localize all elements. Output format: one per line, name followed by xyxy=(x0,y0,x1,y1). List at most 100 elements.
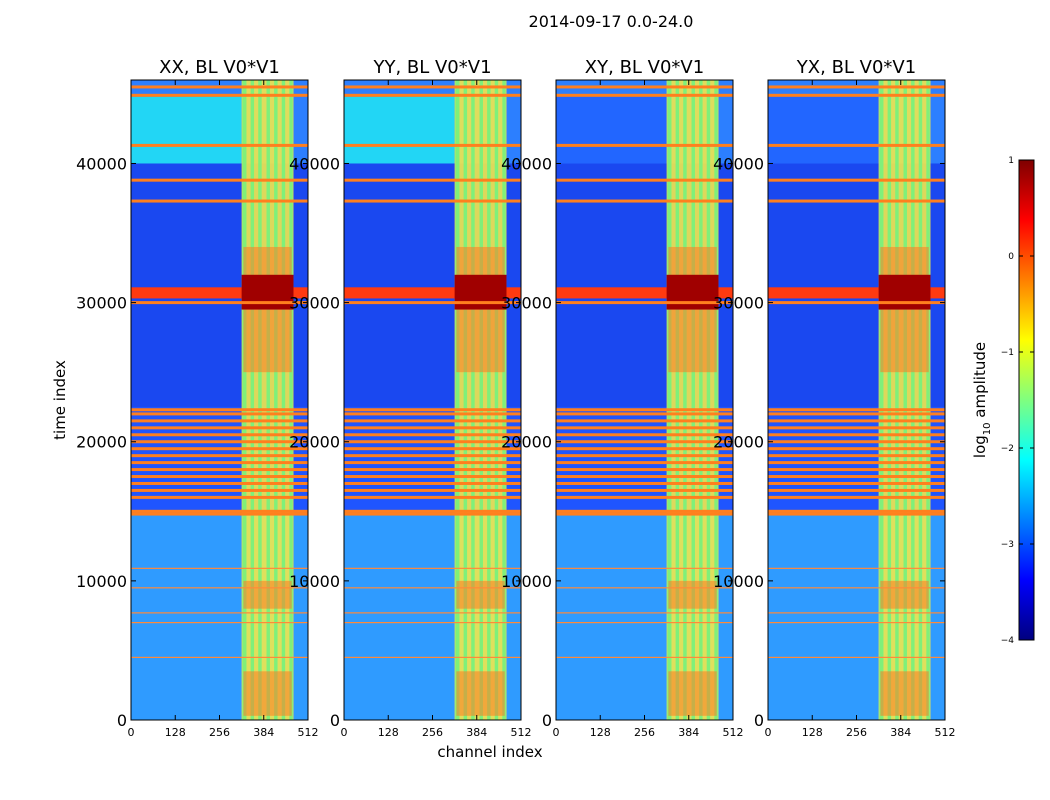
x-tick-label: 512 xyxy=(298,726,319,739)
y-tick-label: 30000 xyxy=(713,294,764,313)
x-tick-label: 0 xyxy=(341,726,348,739)
flagged-row xyxy=(131,412,308,416)
y-tick-label: 0 xyxy=(542,711,552,730)
figure-title: 2014-09-17 0.0-24.0 xyxy=(528,12,694,31)
x-tick-label: 384 xyxy=(253,726,274,739)
flagged-row xyxy=(556,301,733,305)
rfi-burst xyxy=(768,287,945,299)
flagged-row xyxy=(768,419,945,423)
colorbar-tick-label: −4 xyxy=(1001,636,1015,646)
rfi-burst-core xyxy=(241,274,294,310)
flagged-row xyxy=(768,93,945,97)
y-tick-label: 30000 xyxy=(76,294,127,313)
y-tick-label: 40000 xyxy=(501,154,552,173)
panel-yy: 0 128 256 384 512 0 10000 20000 30000 40000 YY, BL… xyxy=(289,57,531,739)
x-tick-label: 384 xyxy=(678,726,699,739)
x-tick-label: 512 xyxy=(935,726,956,739)
hot-region xyxy=(880,580,929,609)
flagged-row xyxy=(131,93,308,97)
rfi-channel xyxy=(494,80,499,720)
flagged-row xyxy=(131,419,308,423)
flagged-row xyxy=(768,85,945,89)
flagged-row-thin xyxy=(768,567,945,569)
flagged-row xyxy=(344,447,521,451)
colorbar-label: log10 amplitude xyxy=(971,342,993,458)
x-tick-label: 0 xyxy=(553,726,560,739)
flagged-row xyxy=(344,454,521,458)
x-tick-label: 128 xyxy=(378,726,399,739)
flagged-row xyxy=(344,301,521,305)
panel-xy: 0 128 256 384 512 0 10000 20000 30000 40000 XY, BL… xyxy=(501,57,743,739)
flagged-row-thin xyxy=(131,567,308,569)
flagged-row-thin xyxy=(344,587,521,589)
panel-yx: 0 128 256 384 512 0 10000 20000 30000 40000 YX, BL… xyxy=(713,57,955,739)
flagged-row-thin xyxy=(768,587,945,589)
flagged-row xyxy=(344,412,521,416)
flagged-row xyxy=(344,93,521,97)
flagged-row xyxy=(344,408,521,412)
rfi-channel xyxy=(911,80,915,720)
hot-region xyxy=(880,671,929,716)
flagged-row xyxy=(768,433,945,437)
flagged-row xyxy=(768,447,945,451)
flagged-row xyxy=(131,468,308,472)
flagged-row xyxy=(556,447,733,451)
panel-xx: 0 128 256 384 512 0 10000 20000 30000 40000 XX, BL… xyxy=(76,57,318,739)
flagged-row xyxy=(131,454,308,458)
flagged-row xyxy=(768,426,945,430)
flagged-row xyxy=(344,475,521,479)
flagged-row xyxy=(768,412,945,416)
rfi-channel xyxy=(691,80,695,720)
hot-region xyxy=(668,580,717,609)
flagged-row xyxy=(556,408,733,412)
flagged-row-thin xyxy=(131,587,308,589)
rfi-channel xyxy=(675,80,680,720)
flagged-row-thin xyxy=(344,612,521,614)
flagged-row xyxy=(556,433,733,437)
flagged-row xyxy=(131,178,308,182)
rfi-channel xyxy=(479,80,483,720)
flagged-row xyxy=(344,178,521,182)
flagged-row xyxy=(131,475,308,479)
flagged-row xyxy=(768,509,945,513)
rfi-burst-core xyxy=(666,274,719,310)
flagged-row xyxy=(556,495,733,499)
flagged-row xyxy=(131,440,308,444)
y-tick-label: 20000 xyxy=(289,433,340,452)
flagged-row xyxy=(768,199,945,203)
flagged-row-thin xyxy=(344,622,521,624)
flagged-row xyxy=(344,481,521,485)
flagged-row xyxy=(131,85,308,89)
colorbar-tick-label: −2 xyxy=(1001,444,1014,454)
rfi-burst xyxy=(556,287,733,299)
rfi-channel xyxy=(471,80,475,720)
x-tick-label: 128 xyxy=(165,726,186,739)
flagged-row xyxy=(131,512,308,516)
flagged-row xyxy=(344,461,521,465)
flagged-row xyxy=(768,143,945,147)
flagged-row xyxy=(768,440,945,444)
flagged-row xyxy=(768,301,945,305)
colorbar-gradient xyxy=(1018,159,1035,641)
y-tick-label: 40000 xyxy=(289,154,340,173)
heatmap-region-upper xyxy=(768,96,879,164)
flagged-row-thin xyxy=(556,567,733,569)
rfi-channel xyxy=(463,80,468,720)
flagged-row xyxy=(556,440,733,444)
flagged-row-thin xyxy=(131,656,308,658)
y-tick-label: 30000 xyxy=(501,294,552,313)
flagged-row xyxy=(131,509,308,513)
rfi-channel xyxy=(250,80,255,720)
flagged-row xyxy=(344,488,521,492)
y-axis-label: time index xyxy=(51,360,69,440)
flagged-row xyxy=(556,199,733,203)
y-tick-label: 20000 xyxy=(76,433,127,452)
rfi-channel xyxy=(887,80,892,720)
flagged-row xyxy=(556,93,733,97)
panel-title: XX, BL V0*V1 xyxy=(159,57,280,78)
rfi-channel xyxy=(266,80,270,720)
flagged-row xyxy=(131,143,308,147)
flagged-row xyxy=(131,433,308,437)
y-tick-label: 10000 xyxy=(713,572,764,591)
